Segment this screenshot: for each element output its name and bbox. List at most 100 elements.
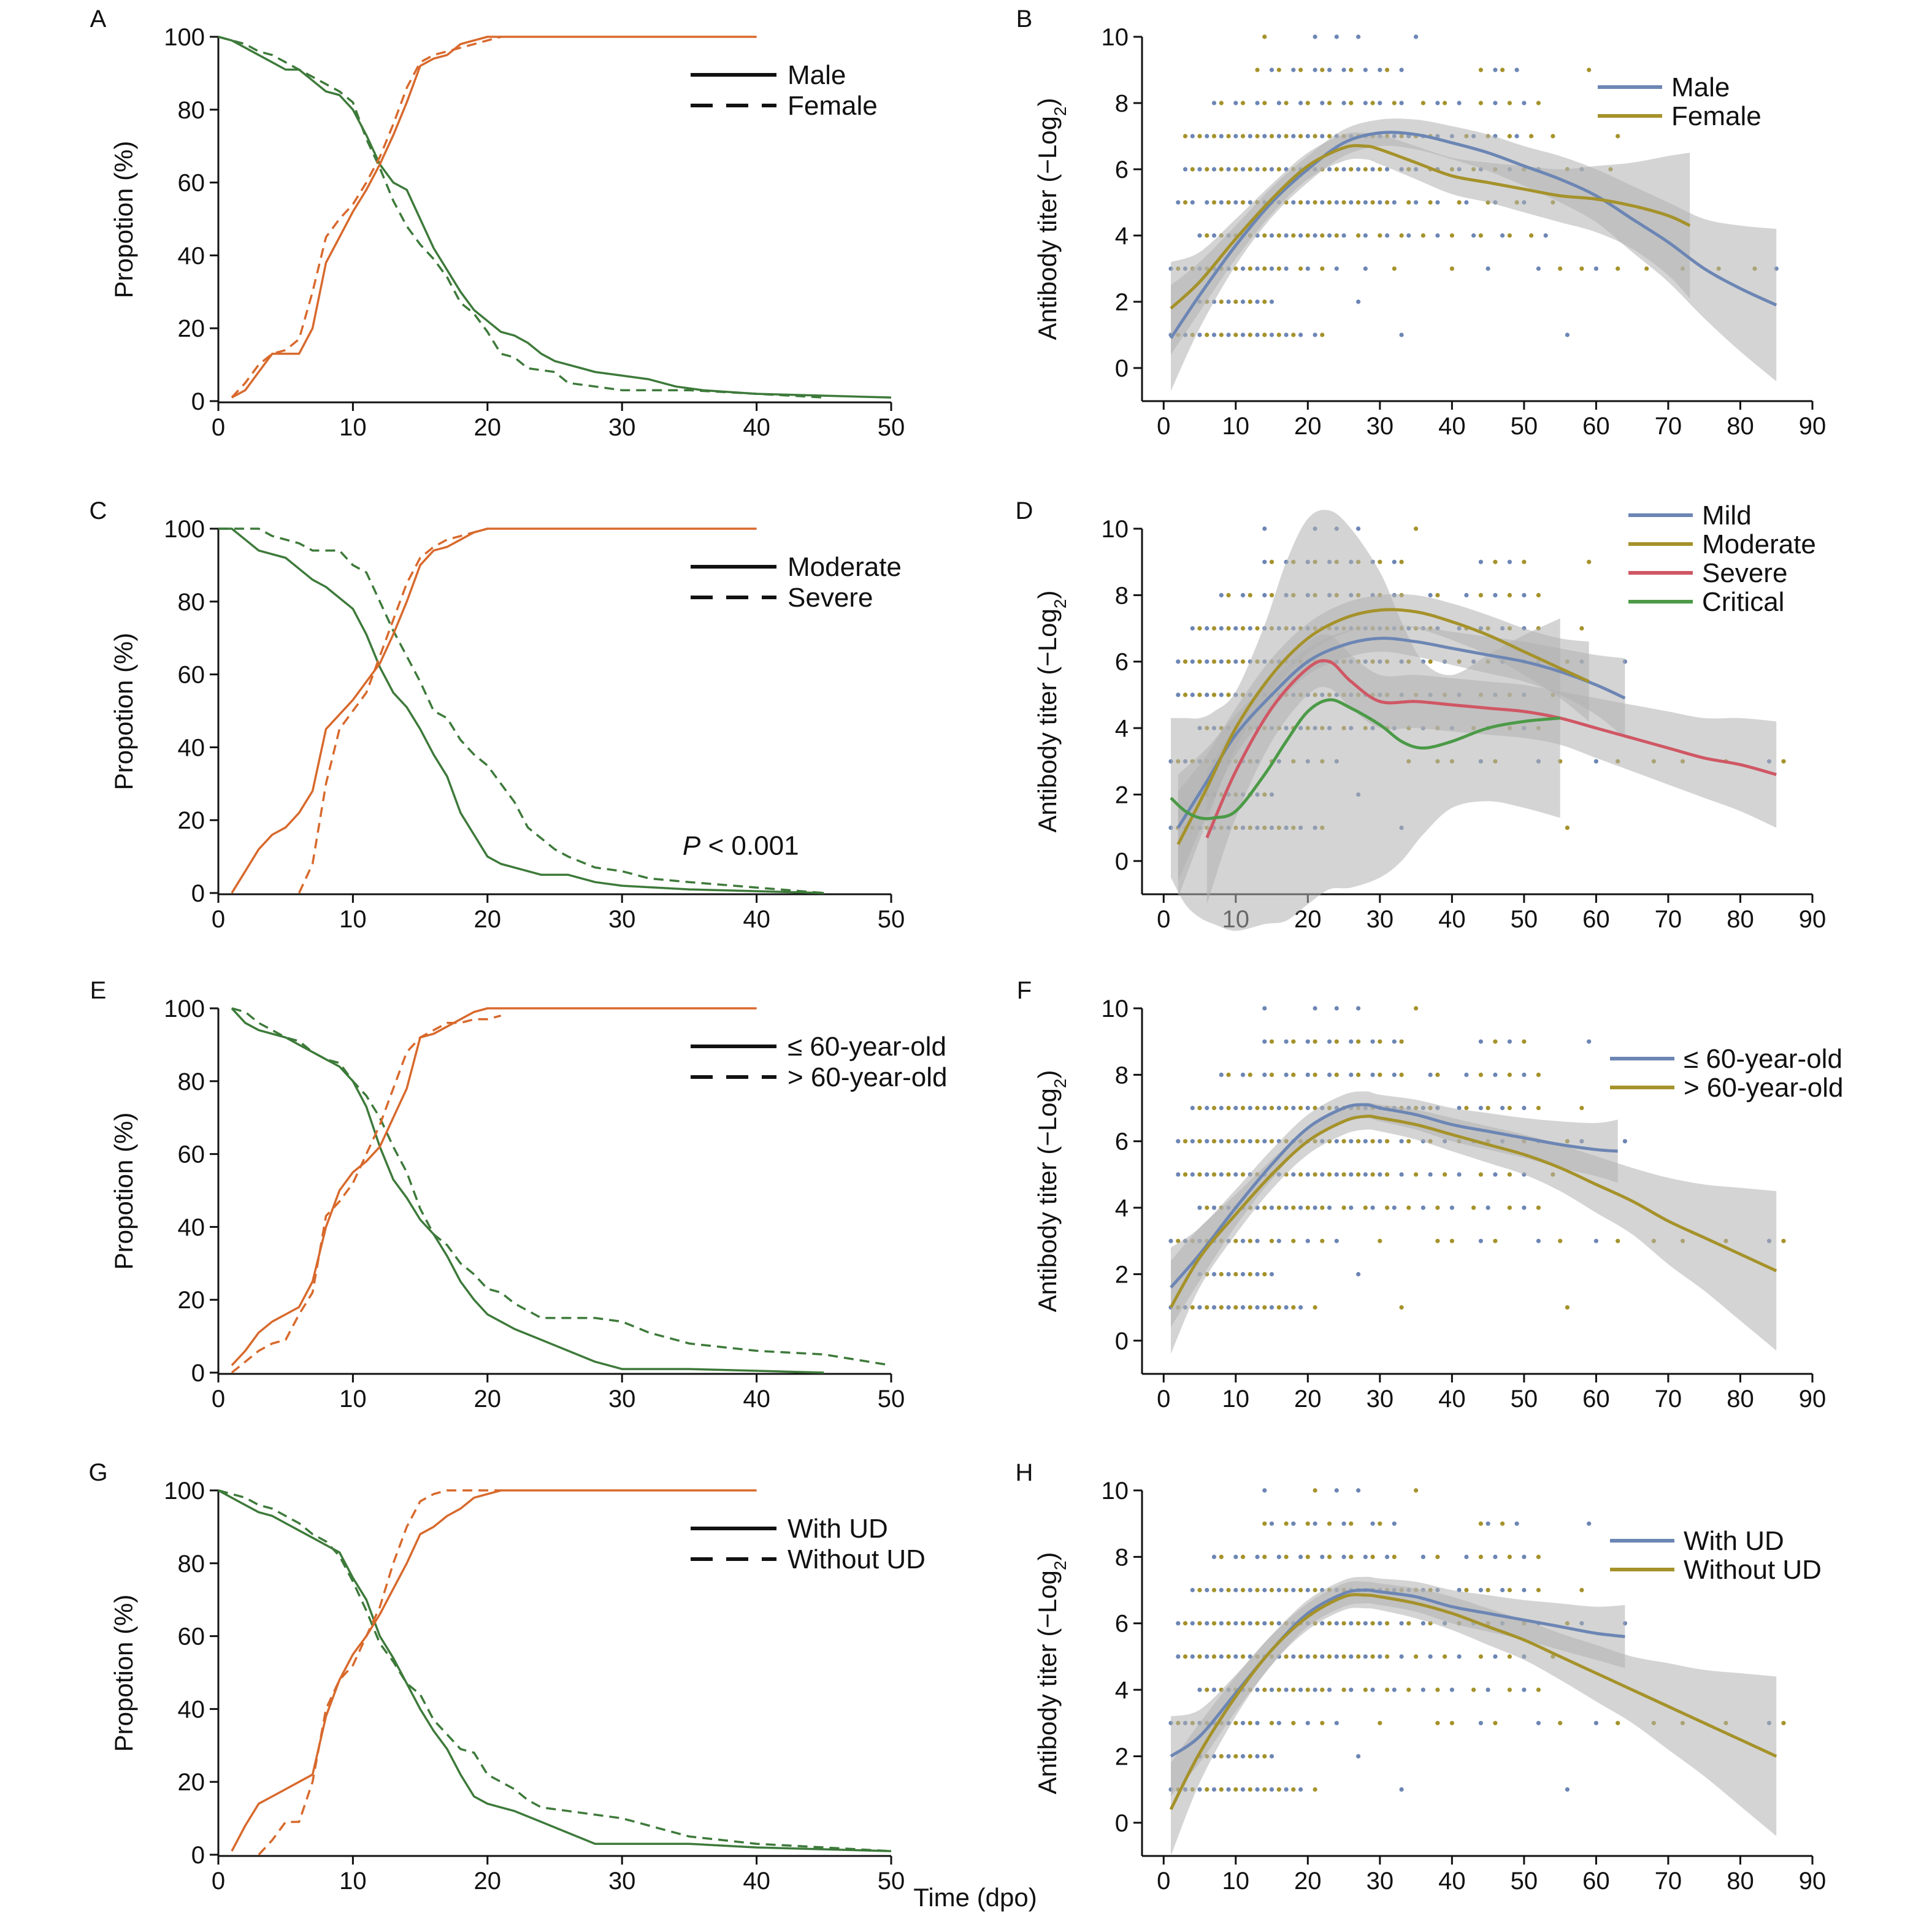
scatter-point-blue: [1399, 1787, 1404, 1792]
x-tick-label: 30: [608, 906, 636, 933]
scatter-point-blue: [1313, 332, 1317, 337]
scatter-point-olive: [1385, 67, 1390, 72]
scatter-point-olive: [1262, 34, 1267, 39]
scatter-point-blue: [1305, 200, 1310, 205]
scatter-point-olive: [1211, 1172, 1217, 1177]
scatter-point-blue: [1291, 1587, 1296, 1593]
scatter-point-blue: [1190, 1654, 1195, 1659]
scatter-point-olive: [1211, 1587, 1217, 1593]
scatter-point-blue: [1471, 233, 1476, 238]
scatter-point-blue: [1233, 200, 1238, 205]
scatter-point-olive: [1262, 1687, 1267, 1692]
scatter-point-olive: [1507, 1554, 1512, 1559]
scatter-point-blue: [1226, 299, 1231, 304]
fit-line-red: [1205, 659, 1777, 838]
scatter-point-blue: [1269, 233, 1275, 238]
scatter-point-blue: [1226, 167, 1231, 172]
scatter-point-blue: [1587, 1521, 1592, 1526]
scatter-point-olive: [1298, 266, 1303, 271]
scatter-point-olive: [1240, 1587, 1246, 1593]
scatter-point-blue: [1587, 1039, 1592, 1044]
scatter-point-olive: [1183, 134, 1188, 139]
scatter-point-olive: [1226, 626, 1231, 631]
panel-letter: B: [1016, 6, 1033, 33]
x-axis-title: Time (dpo): [913, 1883, 1037, 1912]
x-tick-label: 0: [212, 414, 225, 441]
scatter-point-blue: [1190, 134, 1195, 139]
legend-label: ≤ 60-year-old: [788, 1032, 946, 1062]
scatter-point-blue: [1240, 1238, 1246, 1243]
scatter-point-blue: [1233, 1654, 1238, 1659]
scatter-point-blue: [1233, 1105, 1238, 1111]
x-tick-label: 50: [1511, 1386, 1538, 1413]
y-tick-label: 20: [178, 1769, 205, 1796]
scatter-point-blue: [1356, 1006, 1361, 1011]
scatter-point-blue: [1593, 1720, 1598, 1725]
scatter-point-blue: [1363, 233, 1368, 238]
scatter-point-blue: [1399, 332, 1404, 337]
scatter-point-blue: [1305, 1654, 1310, 1659]
scatter-point-blue: [1435, 233, 1440, 238]
scatter-point-olive: [1551, 134, 1555, 139]
scatter-point-olive: [1233, 167, 1238, 172]
x-tick-label: 50: [1511, 413, 1538, 440]
series-line-orange-solid: [231, 1007, 757, 1367]
scatter-point-blue: [1305, 1587, 1310, 1593]
scatter-point-blue: [1493, 1654, 1498, 1659]
y-tick-label: 40: [178, 1696, 205, 1723]
scatter-point-blue: [1205, 1654, 1209, 1659]
scatter-point-olive: [1219, 1554, 1224, 1559]
scatter-point-blue: [1190, 1621, 1195, 1626]
x-tick-label: 40: [1438, 413, 1466, 440]
legend-label: Without UD: [1684, 1555, 1822, 1585]
scatter-point-blue: [1233, 1554, 1238, 1559]
scatter-point-blue: [1464, 1072, 1469, 1077]
scatter-point-blue: [1320, 1554, 1325, 1559]
scatter-point-olive: [1428, 200, 1433, 205]
x-tick-label: 40: [1438, 906, 1466, 933]
x-tick-label: 20: [474, 1868, 502, 1895]
scatter-point-blue: [1399, 1172, 1404, 1177]
y-tick-label: 8: [1115, 90, 1129, 117]
scatter-point-blue: [1248, 1621, 1252, 1626]
scatter-point-blue: [1298, 1205, 1303, 1210]
y-tick-label: 60: [178, 170, 205, 197]
scatter-point-olive: [1378, 1238, 1382, 1243]
scatter-point-olive: [1485, 1587, 1490, 1593]
x-tick-label: 70: [1655, 413, 1682, 440]
confidence-band-olive: [1171, 1103, 1777, 1354]
panel-a: A 0 10 20 30 40 50 0 20 40 60 80 100 Propotion (%) Mal…: [90, 6, 905, 441]
y-axis-title: Propotion (%): [109, 1595, 138, 1752]
scatter-point-blue: [1262, 1006, 1267, 1011]
scatter-point-olive: [1485, 1105, 1490, 1111]
scatter-point-blue: [1399, 1654, 1404, 1659]
scatter-point-olive: [1248, 1072, 1252, 1077]
scatter-point-blue: [1349, 1172, 1354, 1177]
scatter-point-olive: [1291, 1205, 1296, 1210]
scatter-point-blue: [1457, 1172, 1462, 1177]
scatter-point-olive: [1435, 592, 1440, 598]
scatter-point-blue: [1262, 1039, 1267, 1044]
scatter-point-olive: [1443, 1172, 1447, 1177]
scatter-point-olive: [1406, 1621, 1411, 1626]
scatter-point-olive: [1291, 1720, 1296, 1725]
scatter-point-blue: [1449, 1687, 1454, 1692]
scatter-point-blue: [1233, 1621, 1238, 1626]
scatter-point-olive: [1262, 167, 1267, 172]
scatter-point-blue: [1255, 1554, 1260, 1559]
scatter-point-blue: [1420, 1621, 1425, 1626]
scatter-point-olive: [1341, 1687, 1346, 1692]
scatter-point-blue: [1190, 626, 1195, 631]
series-line-green-dashed: [231, 1007, 892, 1367]
scatter-point-olive: [1255, 1105, 1260, 1111]
y-tick-label: 2: [1115, 289, 1129, 316]
scatter-point-olive: [1370, 1654, 1375, 1659]
scatter-point-blue: [1493, 1172, 1498, 1177]
scatter-point-blue: [1363, 67, 1368, 72]
scatter-point-olive: [1399, 233, 1404, 238]
scatter-point-blue: [1219, 692, 1224, 697]
legend-label: Female: [788, 91, 878, 121]
scatter-point-olive: [1449, 1238, 1454, 1243]
scatter-point-blue: [1305, 1172, 1310, 1177]
scatter-point-blue: [1327, 167, 1332, 172]
